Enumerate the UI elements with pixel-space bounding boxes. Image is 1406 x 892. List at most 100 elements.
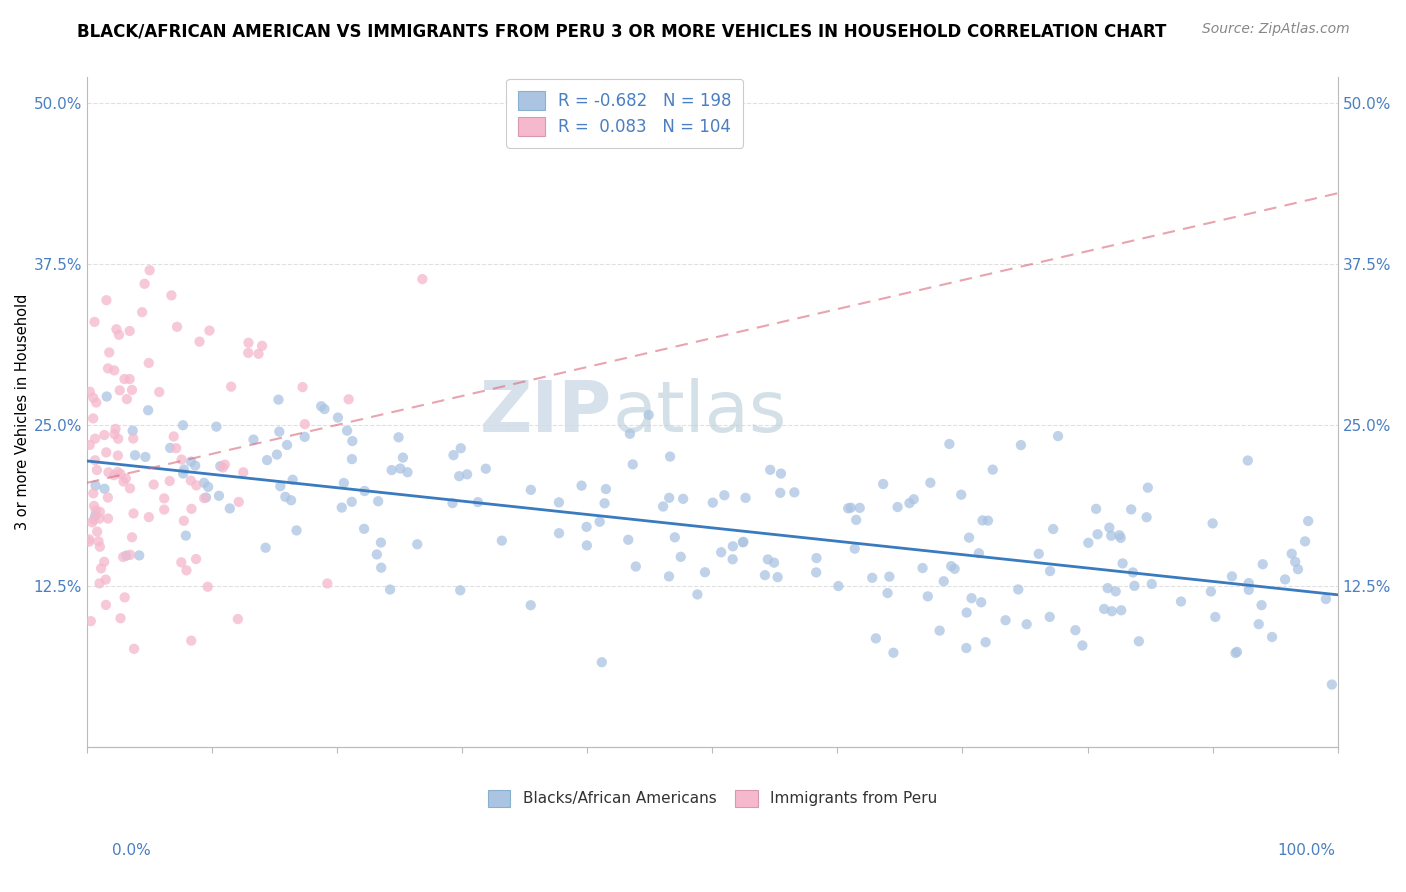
Point <box>114 372 136 386</box>
Point <box>256 453 278 467</box>
Point <box>159 474 181 488</box>
Point <box>163 429 186 443</box>
Point <box>353 522 375 536</box>
Point <box>195 491 218 505</box>
Point <box>865 632 887 646</box>
Point <box>974 635 997 649</box>
Point <box>340 452 363 467</box>
Point <box>138 356 160 370</box>
Point <box>82 486 104 500</box>
Point <box>267 392 290 407</box>
Point <box>186 478 208 492</box>
Point <box>122 507 145 521</box>
Point <box>759 463 782 477</box>
Point <box>392 450 415 465</box>
Point <box>174 528 197 542</box>
Point <box>1123 579 1146 593</box>
Point <box>219 380 242 394</box>
Point <box>160 288 183 302</box>
Point <box>967 546 990 560</box>
Point <box>721 552 744 566</box>
Point <box>1136 481 1159 495</box>
Point <box>378 582 401 597</box>
Point <box>366 548 388 562</box>
Point <box>849 500 872 515</box>
Point <box>105 322 128 336</box>
Point <box>172 418 194 433</box>
Point <box>1140 577 1163 591</box>
Point <box>449 469 471 483</box>
Point <box>238 346 260 360</box>
Point <box>441 496 464 510</box>
Point <box>97 491 120 505</box>
Point <box>475 461 498 475</box>
Point <box>1071 639 1094 653</box>
Point <box>1315 592 1337 607</box>
Point <box>138 510 160 524</box>
Point <box>115 549 138 563</box>
Point <box>82 516 104 530</box>
Point <box>336 424 359 438</box>
Text: 100.0%: 100.0% <box>1278 843 1336 858</box>
Point <box>153 491 176 506</box>
Point <box>669 549 692 564</box>
Point <box>702 495 724 509</box>
Point <box>467 495 489 509</box>
Point <box>721 539 744 553</box>
Point <box>309 399 332 413</box>
Point <box>93 555 115 569</box>
Point <box>316 576 339 591</box>
Point <box>783 485 806 500</box>
Point <box>269 425 291 439</box>
Point <box>981 462 1004 476</box>
Point <box>1064 624 1087 638</box>
Point <box>108 327 131 342</box>
Point <box>153 502 176 516</box>
Legend: Blacks/African Americans, Immigrants from Peru: Blacks/African Americans, Immigrants fro… <box>481 784 943 813</box>
Point <box>693 566 716 580</box>
Point <box>658 569 681 583</box>
Point <box>882 646 904 660</box>
Point <box>208 489 231 503</box>
Point <box>107 432 129 446</box>
Point <box>247 347 270 361</box>
Point <box>1042 522 1064 536</box>
Point <box>118 481 141 495</box>
Point <box>131 305 153 319</box>
Point <box>128 549 150 563</box>
Point <box>1170 594 1192 608</box>
Point <box>83 315 105 329</box>
Point <box>911 561 934 575</box>
Point <box>1098 520 1121 534</box>
Point <box>337 392 360 407</box>
Point <box>1028 547 1050 561</box>
Point <box>1092 602 1115 616</box>
Point <box>122 641 145 656</box>
Point <box>957 531 980 545</box>
Point <box>387 430 409 444</box>
Point <box>134 450 156 464</box>
Text: Source: ZipAtlas.com: Source: ZipAtlas.com <box>1202 22 1350 37</box>
Point <box>1220 569 1243 583</box>
Point <box>122 432 145 446</box>
Point <box>86 463 108 477</box>
Point <box>367 494 389 508</box>
Point <box>928 624 950 638</box>
Point <box>79 438 101 452</box>
Point <box>548 495 571 509</box>
Point <box>1294 534 1316 549</box>
Point <box>1237 582 1260 597</box>
Point <box>97 511 120 525</box>
Point <box>103 363 125 377</box>
Point <box>170 452 193 467</box>
Point <box>903 492 925 507</box>
Point <box>87 534 110 549</box>
Point <box>294 430 316 444</box>
Point <box>845 513 868 527</box>
Point <box>121 530 143 544</box>
Point <box>1121 502 1143 516</box>
Point <box>876 586 898 600</box>
Point <box>238 335 260 350</box>
Point <box>1122 566 1144 580</box>
Point <box>955 641 977 656</box>
